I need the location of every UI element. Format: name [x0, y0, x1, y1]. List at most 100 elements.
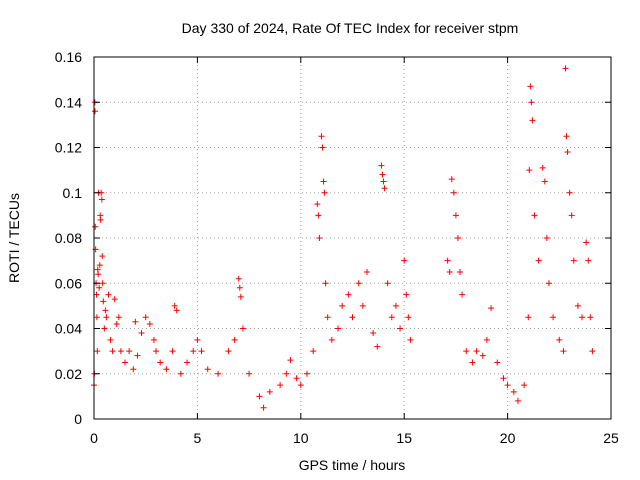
data-point: [564, 149, 571, 156]
data-point: [235, 275, 242, 282]
data-point: [562, 65, 569, 72]
data-point: [526, 167, 533, 174]
data-point: [320, 178, 327, 185]
data-point: [239, 325, 246, 332]
data-point: [115, 314, 122, 321]
data-point: [103, 314, 110, 321]
data-point: [184, 359, 191, 366]
data-point: [448, 176, 455, 183]
data-point: [198, 348, 205, 355]
data-point: [315, 212, 322, 219]
data-point: [319, 144, 326, 151]
data-point: [545, 280, 552, 287]
data-point: [310, 348, 317, 355]
data-point: [543, 235, 550, 241]
data-point: [96, 262, 103, 269]
data-point: [339, 302, 346, 309]
y-tick-label: 0.1: [63, 185, 83, 201]
data-point: [146, 320, 153, 327]
data-point: [444, 257, 451, 264]
data-point: [132, 318, 139, 325]
data-point: [579, 314, 586, 321]
data-point: [277, 382, 284, 389]
data-point: [130, 366, 137, 373]
data-point: [500, 375, 507, 382]
chart-title: Day 330 of 2024, Rate Of TEC Index for r…: [182, 20, 519, 36]
data-point: [93, 314, 100, 321]
data-point: [446, 268, 453, 275]
data-point: [314, 201, 321, 208]
data-point: [173, 307, 180, 314]
grid-lines: [94, 57, 611, 419]
data-point: [102, 307, 109, 314]
x-tick-label: 10: [293, 430, 309, 446]
data-point: [96, 284, 103, 291]
data-point: [349, 314, 356, 321]
data-point: [283, 370, 290, 377]
data-point: [328, 336, 335, 343]
data-point: [568, 212, 575, 219]
data-point: [150, 336, 157, 343]
data-point: [563, 133, 570, 140]
data-point: [95, 271, 102, 278]
data-point: [363, 268, 370, 275]
data-point: [370, 330, 377, 337]
data-point: [324, 314, 331, 321]
data-point: [138, 330, 145, 337]
data-point: [111, 296, 118, 303]
data-point: [163, 366, 170, 373]
data-point: [527, 83, 534, 90]
data-point: [469, 359, 476, 366]
data-point: [380, 178, 387, 185]
data-point: [529, 117, 536, 124]
data-point: [113, 320, 120, 327]
data-point: [355, 280, 362, 287]
data-point: [541, 178, 548, 185]
data-point: [384, 280, 391, 287]
y-tick-label: 0.04: [55, 321, 82, 337]
data-point: [322, 280, 329, 287]
data-point: [378, 162, 385, 169]
y-tick-label: 0.14: [55, 94, 82, 110]
data-point: [479, 352, 486, 359]
plot-frame: [93, 56, 612, 420]
data-point: [528, 99, 535, 106]
data-point: [521, 382, 528, 389]
data-point: [589, 348, 596, 355]
data-point: [407, 336, 414, 343]
data-point: [204, 366, 211, 373]
data-point: [100, 298, 107, 305]
data-point: [381, 185, 388, 192]
data-point: [566, 189, 573, 196]
data-point: [293, 375, 300, 382]
y-tick-label: 0.06: [55, 275, 82, 291]
data-point: [483, 336, 490, 343]
data-point: [550, 314, 557, 321]
data-point: [92, 223, 99, 230]
data-point: [583, 239, 590, 246]
data-point: [105, 291, 112, 298]
data-point: [231, 336, 238, 343]
data-point: [570, 257, 577, 264]
data-point: [379, 171, 386, 178]
data-point: [316, 235, 323, 241]
data-point: [494, 359, 501, 366]
data-point: [535, 257, 542, 264]
data-points: [91, 65, 596, 411]
data-point: [359, 302, 366, 309]
data-point: [304, 370, 311, 377]
data-point: [504, 382, 511, 389]
x-axis-label: GPS time / hours: [299, 457, 406, 473]
data-point: [531, 212, 538, 219]
data-point: [397, 325, 404, 332]
y-tick-label: 0.16: [55, 49, 82, 65]
data-point: [463, 348, 470, 355]
data-point: [177, 370, 184, 377]
data-point: [321, 189, 328, 196]
data-point: [256, 393, 263, 400]
data-point: [237, 293, 244, 300]
data-point: [266, 388, 273, 395]
data-point: [587, 314, 594, 321]
data-point: [452, 212, 459, 219]
